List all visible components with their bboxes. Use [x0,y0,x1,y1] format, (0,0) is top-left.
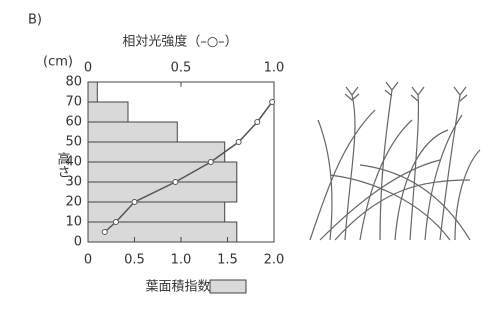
light-point [102,230,107,235]
light-point [255,120,260,125]
x2-axis-label: 相対光強度（–○–） [122,34,237,50]
bar [88,82,97,102]
x2-tick-label: 0.5 [171,61,192,76]
legend-label: 葉面積指数 [145,280,210,295]
bar [88,202,225,222]
y-tick-label: 10 [65,215,82,230]
y-tick-label: 70 [65,95,82,110]
light-point [173,180,178,185]
bar [88,102,128,122]
y-tick-label: 60 [65,115,82,130]
light-point [208,160,213,165]
bar [88,182,237,202]
y-unit: (cm) [43,55,73,70]
x-tick-label: 1.0 [171,253,192,268]
bar [88,222,237,242]
y-tick-label: 30 [65,175,82,190]
bar [88,122,177,142]
x-tick-label: 0 [84,253,92,268]
x2-tick-label: 0 [84,61,92,76]
y-tick-label: 0 [74,235,82,250]
x-tick-label: 0.5 [124,253,145,268]
bar [88,142,225,162]
y-tick-label: 20 [65,195,82,210]
light-point [270,100,275,105]
x-tick-label: 2.0 [264,253,285,268]
y-tick-label: 80 [65,75,82,90]
grass-illustration [310,82,480,240]
light-point [236,140,241,145]
light-point [132,200,137,205]
x2-tick-label: 1.0 [264,61,285,76]
light-point [113,220,118,225]
x-tick-label: 1.5 [217,253,238,268]
y-tick-label: 40 [65,155,82,170]
panel-label: B) [28,13,42,28]
y-tick-label: 50 [65,135,82,150]
bar [88,162,237,182]
chart: B) 相対光強度（–○–） (cm) 高さ 010203040506070800… [0,0,488,311]
legend-swatch [210,280,246,293]
